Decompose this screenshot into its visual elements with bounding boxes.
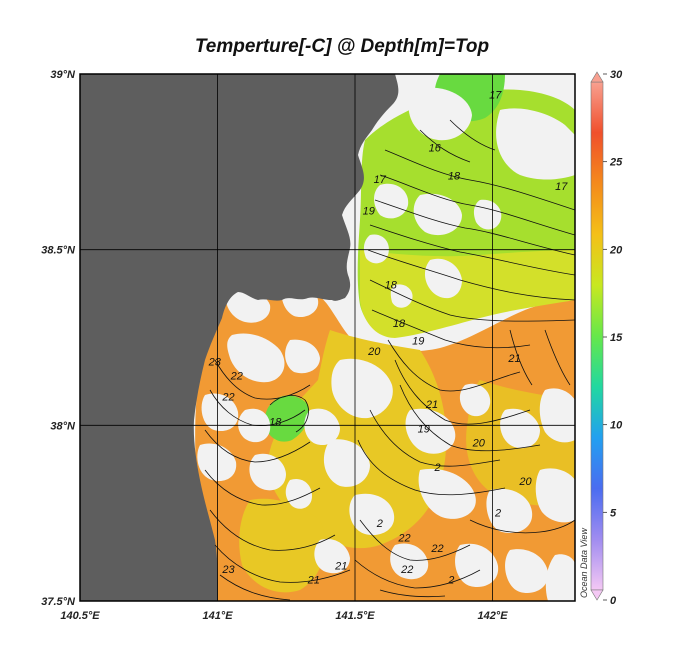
transition-region bbox=[268, 330, 447, 549]
map-frame bbox=[79, 73, 576, 602]
y-axis-ticks: 37.5°N 38°N 38.5°N 39°N bbox=[41, 69, 76, 608]
contour-label: 23 bbox=[221, 564, 235, 576]
x-tick-label: 140.5°E bbox=[60, 610, 100, 622]
contour-label: 18 bbox=[448, 170, 461, 182]
contour-label: 16 bbox=[429, 142, 442, 154]
contour-label: 21 bbox=[425, 399, 438, 411]
yellow-band bbox=[360, 250, 575, 338]
contour-label: 18 bbox=[393, 318, 406, 330]
colorbar-tick-label: 5 bbox=[610, 507, 617, 519]
contour-label: 18 bbox=[269, 416, 282, 428]
colorbar: 0 5 10 15 20 25 30 bbox=[590, 69, 623, 607]
colorbar-gradient bbox=[590, 81, 604, 591]
transition-region-sw bbox=[239, 498, 325, 593]
colorbar-ticks: 0 5 10 15 20 25 30 bbox=[603, 69, 623, 607]
x-axis-ticks: 140.5°E 141°E 141.5°E 142°E bbox=[60, 610, 508, 622]
contour-label: 22 bbox=[397, 532, 410, 544]
contour-label: 21 bbox=[334, 560, 347, 572]
contour-label: 22 bbox=[430, 543, 443, 555]
no-data-patches bbox=[197, 87, 575, 601]
cool-water-patch-west bbox=[264, 395, 310, 442]
contour-label: 23 bbox=[208, 357, 222, 369]
contour-label: 19 bbox=[412, 336, 424, 348]
contour-label: 19 bbox=[418, 423, 430, 435]
contour-label: 17 bbox=[489, 90, 502, 102]
contour-label: 2 bbox=[376, 518, 383, 530]
contour-label: 22 bbox=[230, 371, 243, 383]
graticule-grid bbox=[80, 74, 575, 601]
y-tick-label: 37.5°N bbox=[41, 596, 76, 608]
contour-label: 22 bbox=[400, 564, 413, 576]
contour-label: 2 bbox=[447, 574, 454, 586]
colorbar-bottom-arrow bbox=[590, 589, 604, 601]
y-tick-label: 38.5°N bbox=[41, 245, 76, 257]
contour-label: 21 bbox=[307, 574, 320, 586]
contour-label: 2 bbox=[494, 508, 501, 520]
chart-title: Temperture[-C] @ Depth[m]=Top bbox=[194, 36, 490, 57]
y-tick-label: 39°N bbox=[50, 69, 76, 81]
colorbar-tick-label: 15 bbox=[610, 332, 623, 344]
contour-label: 22 bbox=[221, 392, 234, 404]
colorbar-tick-label: 25 bbox=[609, 157, 623, 169]
land-mass bbox=[80, 74, 399, 601]
colorbar-top-arrow bbox=[590, 71, 604, 83]
contour-label: 21 bbox=[507, 353, 520, 365]
colorbar-tick-label: 10 bbox=[610, 420, 623, 432]
contour-label: 17 bbox=[374, 174, 387, 186]
contour-label: 2 bbox=[433, 462, 440, 474]
x-tick-label: 141°E bbox=[202, 610, 233, 622]
contour-label: 18 bbox=[385, 279, 398, 291]
contour-label: 17 bbox=[555, 181, 568, 193]
x-tick-label: 141.5°E bbox=[335, 610, 375, 622]
contour-label: 20 bbox=[367, 346, 381, 358]
ocean-data-view-watermark: Ocean Data View bbox=[579, 528, 589, 598]
colorbar-tick-label: 30 bbox=[610, 69, 623, 81]
colorbar-tick-label: 0 bbox=[610, 595, 617, 607]
y-tick-label: 38°N bbox=[50, 420, 76, 432]
x-tick-label: 142°E bbox=[477, 610, 508, 622]
contour-label: 20 bbox=[472, 437, 486, 449]
contour-label: 20 bbox=[518, 476, 532, 488]
colorbar-tick-label: 20 bbox=[609, 244, 623, 256]
contour-label: 19 bbox=[363, 206, 375, 218]
